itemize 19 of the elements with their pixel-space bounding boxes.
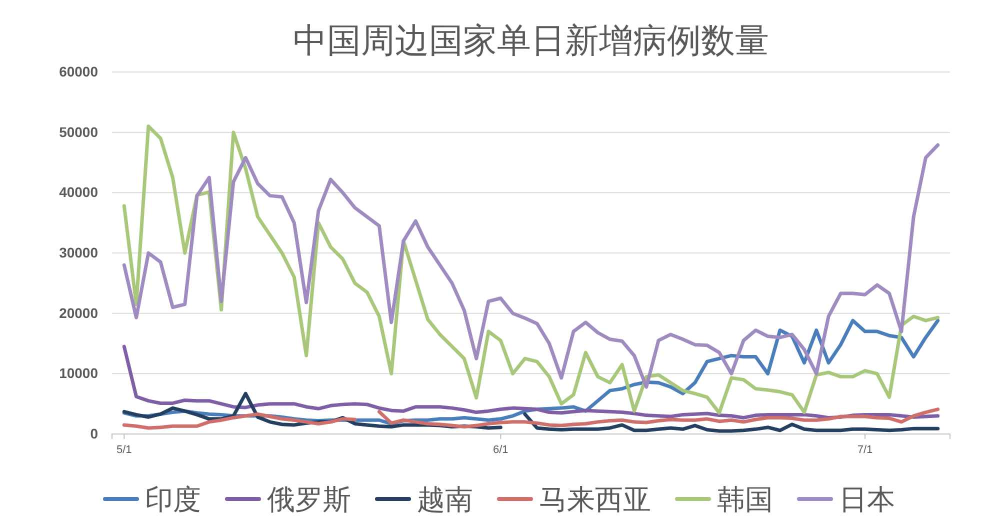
- x-tick-label: 6/1: [492, 444, 508, 456]
- line-series: [122, 344, 940, 420]
- legend-label: 印度: [145, 483, 201, 516]
- y-tick-label: 30000: [59, 244, 98, 260]
- y-tick-label: 60000: [59, 63, 98, 80]
- y-tick-label: 10000: [59, 365, 98, 382]
- chart-title: 中国周边国家单日新增病例数量: [293, 21, 769, 61]
- legend-label: 马来西亚: [539, 483, 651, 516]
- y-tick-label: 20000: [59, 304, 98, 321]
- legend-label: 越南: [417, 483, 473, 516]
- legend-label: 韩国: [717, 483, 773, 516]
- line-series: [122, 143, 940, 389]
- y-tick-label: 40000: [59, 184, 98, 200]
- x-tick-label: 7/1: [857, 444, 873, 456]
- y-tick-label: 50000: [59, 124, 98, 140]
- y-tick-label: 0: [90, 425, 98, 442]
- x-tick-label: 5/1: [116, 444, 132, 456]
- legend-label: 俄罗斯: [267, 483, 351, 516]
- legend-label: 日本: [839, 483, 895, 516]
